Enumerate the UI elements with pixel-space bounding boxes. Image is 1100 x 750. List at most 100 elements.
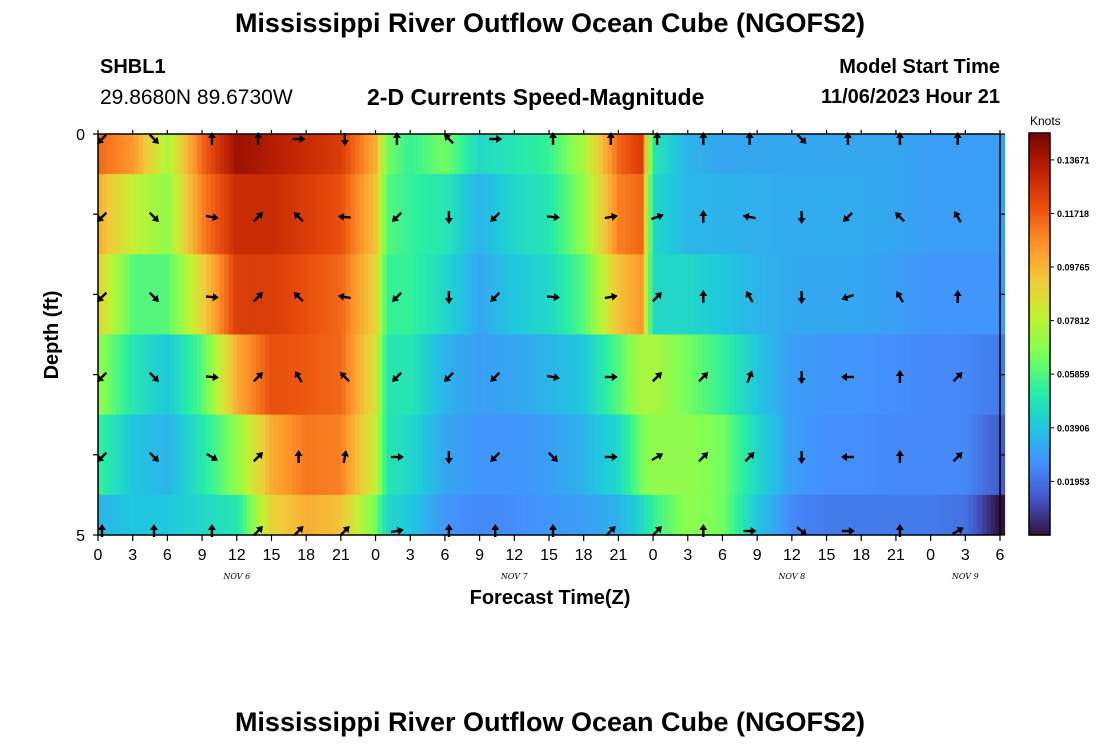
arrow-head bbox=[97, 374, 105, 382]
arrow-head bbox=[340, 140, 349, 146]
current-arrow bbox=[840, 453, 854, 461]
heatmap-cell bbox=[201, 254, 207, 335]
heatmap-cell bbox=[282, 334, 289, 416]
heatmap-cell bbox=[684, 414, 690, 496]
x-tick-label: 9 bbox=[753, 547, 762, 564]
heatmap-cell bbox=[291, 494, 298, 536]
arrow-head bbox=[443, 374, 452, 382]
heatmap-cell bbox=[161, 334, 167, 416]
heatmap-cell bbox=[422, 334, 428, 416]
colorbar-segment bbox=[1029, 326, 1050, 330]
heatmap-cell bbox=[386, 134, 392, 175]
heatmap-cell bbox=[449, 134, 455, 175]
arrow-head bbox=[955, 452, 963, 460]
arrow-head bbox=[608, 526, 616, 534]
current-arrow bbox=[547, 451, 558, 462]
heatmap-cell bbox=[733, 494, 740, 536]
current-arrow bbox=[253, 292, 264, 303]
heatmap-cell bbox=[828, 174, 834, 255]
colorbar-segment bbox=[1029, 155, 1050, 159]
arrow-head bbox=[553, 213, 560, 222]
heatmap-cell bbox=[648, 494, 654, 536]
arrow-head bbox=[444, 298, 453, 304]
heatmap-cell bbox=[458, 254, 464, 335]
heatmap-cell bbox=[206, 134, 212, 175]
colorbar-segment bbox=[1029, 492, 1050, 496]
heatmap-cell bbox=[246, 254, 252, 335]
colorbar-segment bbox=[1029, 218, 1050, 222]
heatmap-cell bbox=[431, 174, 437, 255]
heatmap-cell bbox=[143, 414, 149, 496]
arrow-head bbox=[255, 452, 264, 460]
heatmap-cell bbox=[779, 174, 785, 255]
heatmap-cell bbox=[287, 174, 293, 255]
heatmap-cell bbox=[995, 414, 1001, 496]
heatmap-cell bbox=[350, 174, 356, 255]
heatmap-cell bbox=[720, 174, 726, 255]
heatmap-cell bbox=[923, 494, 929, 536]
colorbar-segment bbox=[1029, 356, 1050, 360]
heatmap-cell bbox=[923, 254, 929, 335]
heatmap-cell bbox=[323, 254, 329, 335]
current-arrow bbox=[652, 292, 663, 303]
heatmap-cell bbox=[305, 414, 311, 496]
colorbar-segment bbox=[1029, 238, 1050, 242]
heatmap-cell bbox=[806, 334, 812, 416]
heatmap-cell bbox=[751, 414, 758, 496]
current-arrow bbox=[337, 292, 351, 301]
heatmap-cell bbox=[909, 134, 915, 175]
current-arrow bbox=[952, 452, 963, 463]
heatmap-cell bbox=[621, 174, 627, 255]
heatmap-cell bbox=[828, 254, 834, 335]
colorbar-segment bbox=[1029, 316, 1050, 320]
current-arrow bbox=[390, 453, 404, 461]
heatmap-cell bbox=[422, 174, 428, 255]
heatmap-cell bbox=[864, 494, 870, 536]
heatmap-cell bbox=[305, 174, 311, 255]
heatmap-cell bbox=[449, 414, 455, 496]
heatmap-cell bbox=[237, 494, 243, 536]
heatmap-cell bbox=[693, 414, 699, 496]
current-arrow bbox=[953, 210, 962, 223]
heatmap-cell bbox=[706, 334, 712, 416]
arrow-head bbox=[210, 454, 218, 461]
heatmap-cell bbox=[436, 334, 442, 416]
heatmap-cell bbox=[116, 134, 122, 175]
current-arrow bbox=[205, 213, 219, 222]
arrow-head bbox=[894, 212, 903, 220]
heatmap-cell bbox=[458, 134, 464, 175]
heatmap-cell bbox=[134, 254, 140, 335]
heatmap-cell bbox=[323, 334, 329, 416]
arrow-head bbox=[549, 524, 557, 530]
colorbar-segment bbox=[1029, 489, 1050, 493]
heatmap-cell bbox=[932, 174, 938, 255]
heatmap-cell bbox=[774, 334, 780, 416]
heatmap-cell bbox=[693, 334, 699, 416]
heatmap-cell bbox=[594, 174, 600, 255]
heatmap-cell bbox=[630, 334, 636, 416]
heatmap-cell bbox=[742, 414, 749, 496]
heatmap-cell bbox=[661, 134, 667, 175]
heatmap-cell bbox=[400, 494, 406, 536]
heatmap-cell bbox=[246, 494, 252, 536]
heatmap-cell bbox=[580, 334, 586, 416]
arrow-head bbox=[444, 218, 453, 224]
heatmap-cell bbox=[977, 334, 983, 416]
heatmap-cell bbox=[720, 494, 726, 536]
heatmap-cell bbox=[391, 414, 397, 496]
heatmap-cell bbox=[179, 334, 185, 416]
heatmap-cell bbox=[824, 254, 830, 335]
heatmap-cell bbox=[733, 134, 740, 175]
current-arrow bbox=[744, 452, 755, 463]
heatmap-cell bbox=[508, 134, 514, 175]
heatmap-cell bbox=[314, 414, 320, 496]
arrow-head bbox=[953, 290, 962, 296]
heatmap-cell bbox=[995, 134, 1001, 175]
arrow-head bbox=[496, 135, 503, 143]
heatmap-cell bbox=[562, 254, 568, 335]
heatmap-cell bbox=[512, 414, 519, 496]
heatmap-cell bbox=[233, 414, 239, 496]
heatmap-cell bbox=[512, 494, 519, 536]
heatmap-cell bbox=[837, 334, 843, 416]
heatmap-cell bbox=[986, 334, 992, 416]
